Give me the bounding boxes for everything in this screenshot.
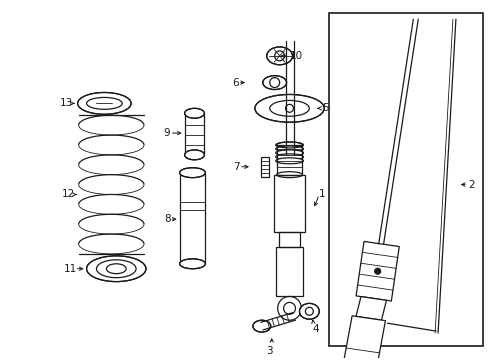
Polygon shape <box>340 316 385 360</box>
Text: 5: 5 <box>322 103 328 113</box>
Ellipse shape <box>275 158 303 164</box>
Ellipse shape <box>252 320 270 332</box>
Ellipse shape <box>275 146 303 152</box>
Text: 4: 4 <box>311 324 318 334</box>
Text: 2: 2 <box>467 180 473 190</box>
Ellipse shape <box>184 108 204 118</box>
Polygon shape <box>355 242 399 301</box>
Ellipse shape <box>275 150 303 156</box>
Ellipse shape <box>266 47 292 65</box>
Text: 12: 12 <box>61 189 75 199</box>
Text: 7: 7 <box>233 162 239 172</box>
Ellipse shape <box>262 76 286 90</box>
Ellipse shape <box>184 150 204 160</box>
Text: 1: 1 <box>319 189 325 199</box>
Text: 8: 8 <box>163 214 170 224</box>
Text: 10: 10 <box>289 51 302 61</box>
Bar <box>276 145 302 175</box>
Polygon shape <box>355 297 386 320</box>
Ellipse shape <box>275 154 303 160</box>
Bar <box>184 113 204 155</box>
Bar <box>260 157 268 177</box>
Text: 13: 13 <box>60 98 73 108</box>
Bar <box>179 173 205 264</box>
Text: 6: 6 <box>232 78 238 87</box>
Bar <box>278 232 300 247</box>
Text: 3: 3 <box>266 346 272 356</box>
Text: 9: 9 <box>163 128 170 138</box>
Ellipse shape <box>179 259 205 269</box>
Bar <box>328 13 482 346</box>
Ellipse shape <box>254 94 324 122</box>
Ellipse shape <box>86 256 146 282</box>
Ellipse shape <box>179 168 205 177</box>
Circle shape <box>374 268 380 274</box>
Text: 11: 11 <box>63 264 77 274</box>
Bar <box>273 175 305 232</box>
Ellipse shape <box>78 93 131 114</box>
Bar <box>275 247 303 297</box>
Ellipse shape <box>299 303 319 319</box>
Ellipse shape <box>275 142 303 148</box>
